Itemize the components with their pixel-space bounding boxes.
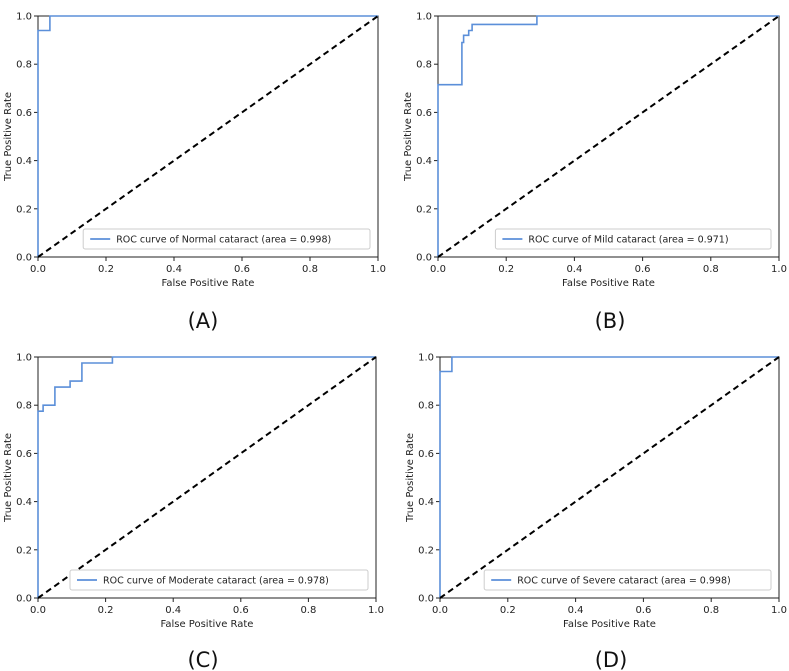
legend-label: ROC curve of Severe cataract (area = 0.9… (517, 576, 731, 587)
x-tick-label: 0.2 (500, 605, 516, 616)
x-tick-label: 1.0 (368, 605, 384, 616)
y-tick-label: 1.0 (418, 353, 434, 364)
x-tick-label: 0.8 (703, 605, 719, 616)
x-tick-label: 0.0 (432, 605, 448, 616)
y-tick-label: 0.4 (16, 497, 32, 508)
x-tick-label: 0.0 (30, 264, 46, 275)
y-tick-label: 0.6 (416, 108, 432, 119)
y-tick-label: 0.8 (418, 401, 434, 412)
roc-panel: 0.0 0.2 0.4 0.6 0.8 1.0 0.0 0.2 0.4 0.6 0.8 1.0 Fals… (3, 353, 384, 671)
y-tick-label: 0.4 (418, 497, 434, 508)
x-tick-label: 0.6 (234, 264, 250, 275)
plot-area (439, 356, 780, 599)
x-axis-label: False Positive Rate (162, 278, 255, 289)
roc-panel: 0.0 0.2 0.4 0.6 0.8 1.0 0.0 0.2 0.4 0.6 0.8 1.0 Fals… (403, 12, 787, 334)
y-tick-label: 0.6 (16, 449, 32, 460)
roc-curve-line (37, 356, 376, 598)
x-tick-label: 0.0 (30, 605, 46, 616)
x-tick-label: 0.8 (300, 605, 316, 616)
y-tick-label: 0.0 (418, 594, 434, 605)
plot-area (37, 15, 379, 258)
roc-curve-line (37, 15, 378, 257)
panel-label: (B) (595, 309, 626, 333)
legend-box (483, 569, 772, 591)
y-tick-label: 1.0 (16, 12, 32, 23)
y-tick-label: 0.8 (16, 401, 32, 412)
x-tick-label: 0.8 (703, 264, 719, 275)
roc-panel: 0.0 0.2 0.4 0.6 0.8 1.0 0.0 0.2 0.4 0.6 0.8 1.0 Fals… (405, 353, 787, 671)
x-tick-label: 0.6 (635, 264, 651, 275)
y-tick-label: 0.2 (416, 204, 432, 215)
x-axis-label: False Positive Rate (161, 619, 254, 630)
x-tick-label: 0.6 (635, 605, 651, 616)
x-tick-label: 0.4 (566, 264, 582, 275)
y-tick-label: 0.0 (416, 253, 432, 264)
y-axis-label: True Positive Rate (3, 92, 14, 182)
x-tick-label: 0.2 (98, 605, 114, 616)
y-tick-label: 1.0 (16, 353, 32, 364)
y-tick-label: 0.2 (16, 204, 32, 215)
legend-label: ROC curve of Normal cataract (area = 0.9… (116, 235, 331, 246)
x-axis-label: False Positive Rate (562, 278, 655, 289)
y-tick-label: 0.4 (16, 156, 32, 167)
legend-box (69, 569, 369, 591)
chance-diagonal-line (37, 356, 377, 599)
y-tick-label: 0.0 (16, 253, 32, 264)
y-axis-label: True Positive Rate (3, 433, 14, 523)
x-tick-label: 0.2 (98, 264, 114, 275)
x-tick-label: 0.8 (302, 264, 318, 275)
x-tick-label: 0.6 (233, 605, 249, 616)
x-tick-label: 0.4 (568, 605, 584, 616)
x-tick-label: 1.0 (771, 605, 787, 616)
y-tick-label: 0.4 (416, 156, 432, 167)
y-axis-label: True Positive Rate (405, 433, 416, 523)
x-tick-label: 1.0 (771, 264, 787, 275)
y-axis-label: True Positive Rate (403, 92, 414, 182)
x-tick-label: 0.0 (430, 264, 446, 275)
panel-label: (D) (595, 648, 628, 671)
legend-label: ROC curve of Mild cataract (area = 0.971… (528, 235, 728, 246)
panel-label: (A) (188, 309, 219, 333)
legend-box (82, 228, 371, 250)
y-tick-label: 0.0 (16, 594, 32, 605)
x-tick-label: 0.4 (166, 264, 182, 275)
legend-label: ROC curve of Moderate cataract (area = 0… (103, 576, 329, 587)
y-tick-label: 0.2 (418, 545, 434, 556)
y-tick-label: 0.6 (418, 449, 434, 460)
y-tick-label: 0.6 (16, 108, 32, 119)
panel-label: (C) (187, 648, 218, 671)
y-tick-label: 0.8 (416, 60, 432, 71)
roc-curve-line (437, 15, 779, 257)
y-tick-label: 0.8 (16, 60, 32, 71)
y-tick-label: 1.0 (416, 12, 432, 23)
x-tick-label: 0.2 (498, 264, 514, 275)
roc-panel: 0.0 0.2 0.4 0.6 0.8 1.0 0.0 0.2 0.4 0.6 0.8 1.0 Fals… (3, 12, 386, 334)
x-tick-label: 1.0 (370, 264, 386, 275)
legend-box (494, 228, 772, 250)
roc-curve-line (439, 356, 779, 598)
x-tick-label: 0.4 (165, 605, 181, 616)
y-tick-label: 0.2 (16, 545, 32, 556)
x-axis-label: False Positive Rate (563, 619, 656, 630)
